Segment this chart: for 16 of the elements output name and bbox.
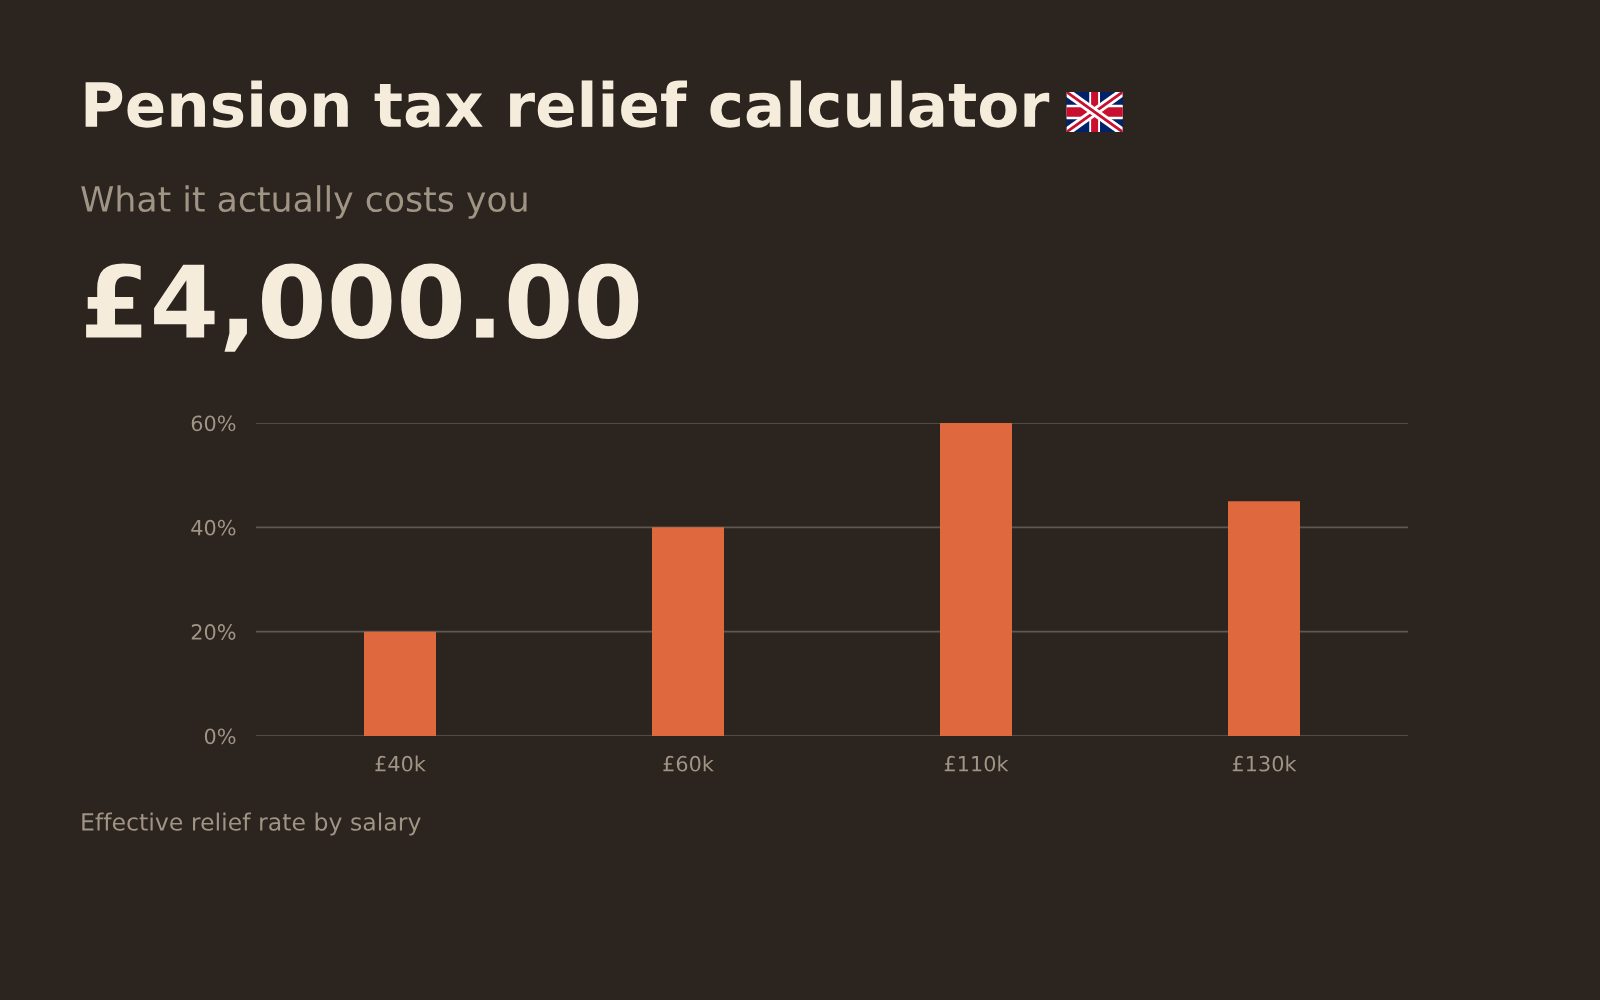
bar: [940, 423, 1012, 736]
y-tick-label: 60%: [191, 415, 236, 432]
y-tick-label: 20%: [191, 624, 236, 640]
bar: [652, 527, 724, 736]
chart-title: Pension tax relief calculator: [85, 80, 1050, 128]
y-tick-label: 0%: [204, 728, 236, 745]
text: Effective relief rate by salary: [82, 812, 421, 836]
x-tick-label: £130k: [1232, 755, 1297, 772]
x-tick-label: £40k: [375, 755, 426, 772]
bar: [1228, 501, 1300, 736]
text: £4,000.00: [86, 263, 639, 352]
x-tick-label: £110k: [944, 755, 1009, 772]
bar: [364, 631, 436, 736]
chart-subtitle: What it actually costs you: [81, 185, 527, 219]
x-tick-label: £60k: [663, 755, 714, 772]
y-tick-label: 40%: [191, 519, 236, 536]
